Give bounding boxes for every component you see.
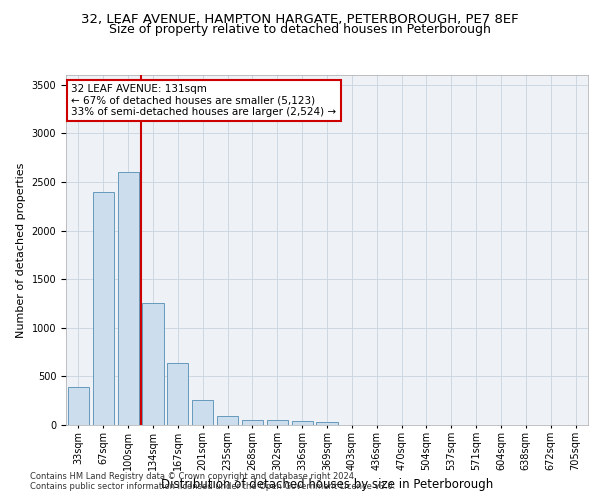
Bar <box>118 172 139 425</box>
Text: 32 LEAF AVENUE: 131sqm
← 67% of detached houses are smaller (5,123)
33% of semi-: 32 LEAF AVENUE: 131sqm ← 67% of detached… <box>71 84 337 117</box>
Bar <box>316 422 338 425</box>
Text: 32, LEAF AVENUE, HAMPTON HARGATE, PETERBOROUGH, PE7 8EF: 32, LEAF AVENUE, HAMPTON HARGATE, PETERB… <box>81 12 519 26</box>
X-axis label: Distribution of detached houses by size in Peterborough: Distribution of detached houses by size … <box>161 478 493 492</box>
Bar <box>167 363 188 425</box>
Y-axis label: Number of detached properties: Number of detached properties <box>16 162 26 338</box>
Bar <box>68 387 89 425</box>
Bar <box>93 192 114 425</box>
Text: Size of property relative to detached houses in Peterborough: Size of property relative to detached ho… <box>109 22 491 36</box>
Bar <box>292 421 313 425</box>
Bar <box>217 416 238 425</box>
Text: Contains HM Land Registry data © Crown copyright and database right 2024.: Contains HM Land Registry data © Crown c… <box>30 472 356 481</box>
Bar <box>267 420 288 425</box>
Bar <box>242 420 263 425</box>
Text: Contains public sector information licensed under the Open Government Licence v3: Contains public sector information licen… <box>30 482 395 491</box>
Bar <box>192 400 213 425</box>
Bar <box>142 304 164 425</box>
